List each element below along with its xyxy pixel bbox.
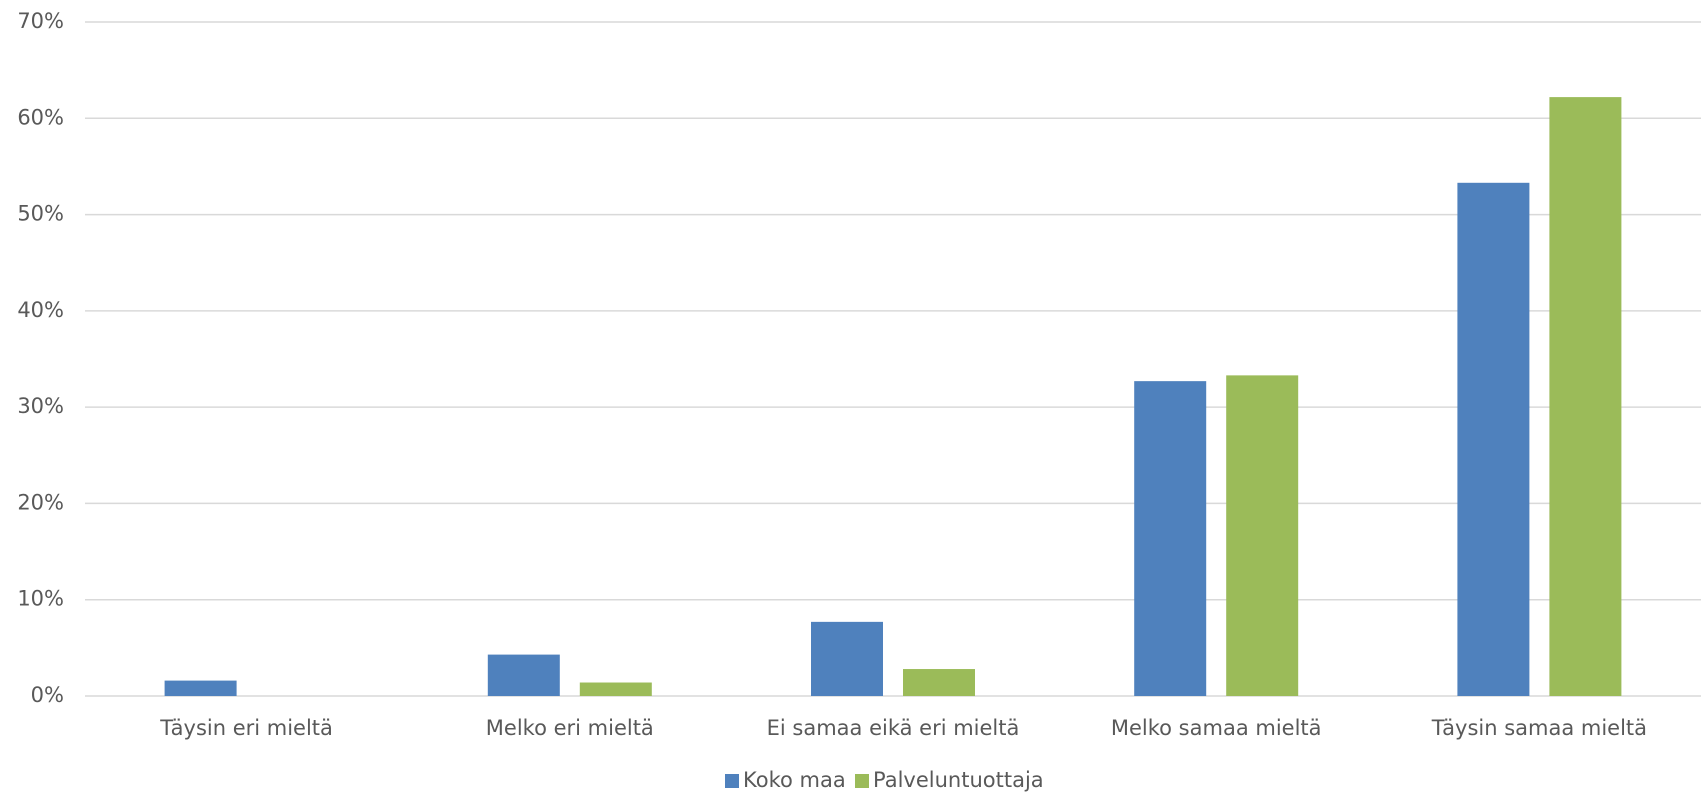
- y-tick-label: 50%: [17, 202, 64, 226]
- legend-swatch: [855, 774, 869, 788]
- y-tick-label: 30%: [17, 394, 64, 418]
- x-tick-label: Täysin eri mieltä: [159, 716, 333, 740]
- y-tick-label: 40%: [17, 298, 64, 322]
- y-tick-label: 70%: [17, 9, 64, 33]
- bar: [487, 654, 560, 696]
- x-tick-label: Ei samaa eikä eri mieltä: [767, 716, 1020, 740]
- bar: [164, 680, 237, 696]
- y-tick-label: 60%: [17, 105, 64, 129]
- x-tick-label: Melko samaa mieltä: [1111, 716, 1322, 740]
- y-tick-label: 10%: [17, 587, 64, 611]
- bar: [903, 669, 975, 696]
- y-tick-label: 0%: [31, 683, 64, 707]
- y-tick-label: 20%: [17, 490, 64, 514]
- x-tick-label: Täysin samaa mieltä: [1431, 716, 1647, 740]
- bar: [1134, 381, 1207, 696]
- bar: [579, 682, 652, 696]
- bar: [1226, 375, 1299, 696]
- bar: [1457, 182, 1530, 697]
- legend-swatch: [725, 774, 739, 788]
- bar: [1549, 97, 1622, 697]
- x-tick-label: Melko eri mieltä: [486, 716, 654, 740]
- bar: [811, 621, 883, 696]
- legend-label: Palveluntuottaja: [873, 768, 1044, 792]
- legend-label: Koko maa: [743, 768, 846, 792]
